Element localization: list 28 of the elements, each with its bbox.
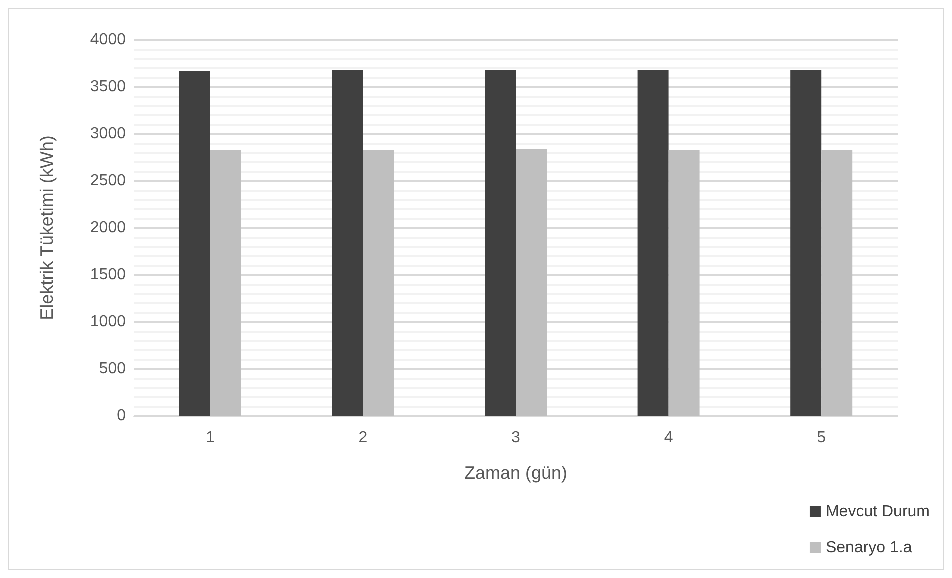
bar <box>179 71 210 416</box>
bar <box>638 70 669 416</box>
legend-label: Mevcut Durum <box>826 504 930 520</box>
x-tick-label: 3 <box>512 430 521 446</box>
bar <box>485 70 516 416</box>
y-axis-title: Elektrik Tüketimi (kWh) <box>37 136 57 320</box>
bar <box>822 150 853 416</box>
y-tick-label: 3000 <box>90 126 126 142</box>
bar <box>363 150 394 416</box>
y-tick-label: 4000 <box>90 32 126 48</box>
y-tick-label: 1500 <box>90 266 126 284</box>
x-tick-label: 2 <box>358 430 368 446</box>
bar <box>668 150 700 416</box>
bar <box>210 150 242 416</box>
y-tick-label: 2500 <box>90 172 126 190</box>
y-tick-label: 3500 <box>90 78 126 96</box>
y-tick-label: 500 <box>99 360 126 378</box>
bar <box>790 70 822 416</box>
y-tick-label: 1000 <box>90 314 126 330</box>
bar <box>516 149 547 416</box>
bar <box>332 70 364 416</box>
y-tick-label: 0 <box>117 408 126 424</box>
legend-label: Senaryo 1.a <box>826 540 912 556</box>
x-tick-label: 1 <box>206 430 215 446</box>
x-tick-label: 5 <box>817 430 826 446</box>
x-tick-label: 4 <box>664 430 674 446</box>
x-axis-title: Zaman (gün) <box>464 463 568 483</box>
y-tick-label: 2000 <box>90 220 126 236</box>
